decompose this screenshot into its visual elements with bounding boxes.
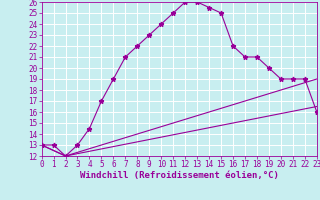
X-axis label: Windchill (Refroidissement éolien,°C): Windchill (Refroidissement éolien,°C)	[80, 171, 279, 180]
